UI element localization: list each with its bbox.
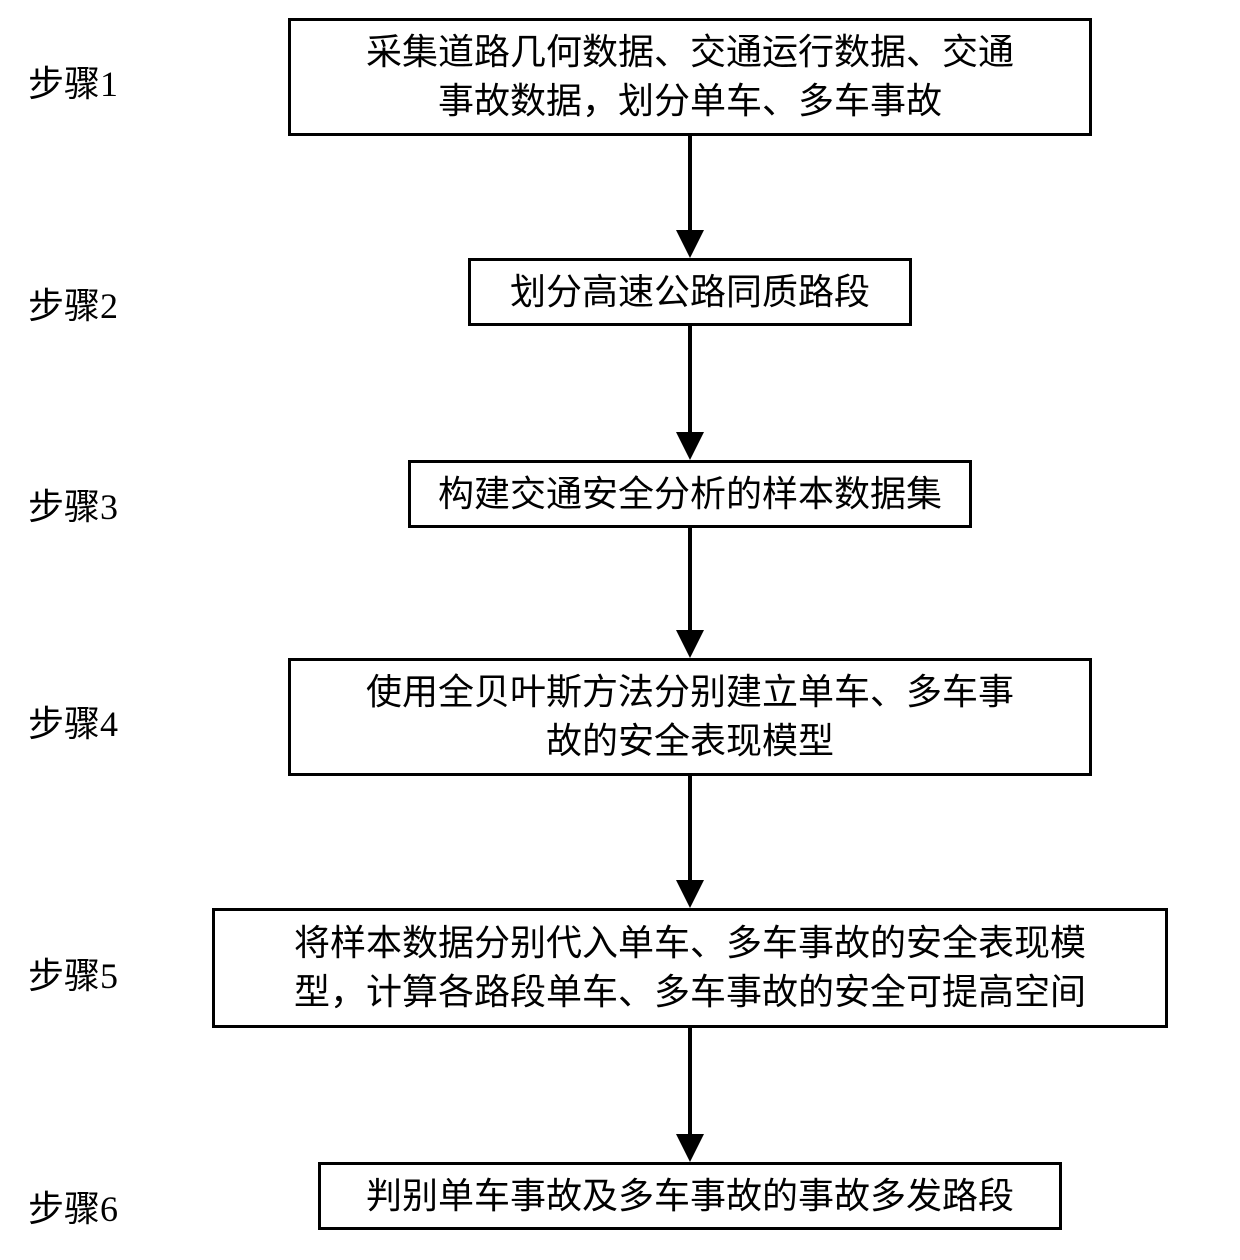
step-label-3: 步骤3 [28, 478, 118, 530]
flow-node-6: 判别单车事故及多车事故的事故多发路段 [318, 1162, 1062, 1230]
step-label-6: 步骤6 [28, 1180, 118, 1232]
step-label-1: 步骤1 [28, 55, 118, 107]
flow-node-3: 构建交通安全分析的样本数据集 [408, 460, 972, 528]
step-label-5: 步骤5 [28, 947, 118, 999]
flowchart-container: 步骤1 步骤2 步骤3 步骤4 步骤5 步骤6 采集道路几何数据、交通运行数据、… [0, 0, 1240, 1260]
flow-node-5: 将样本数据分别代入单车、多车事故的安全表现模型，计算各路段单车、多车事故的安全可… [212, 908, 1168, 1028]
flow-node-1: 采集道路几何数据、交通运行数据、交通事故数据，划分单车、多车事故 [288, 18, 1092, 136]
flow-node-2: 划分高速公路同质路段 [468, 258, 912, 326]
flow-node-4: 使用全贝叶斯方法分别建立单车、多车事故的安全表现模型 [288, 658, 1092, 776]
step-label-2: 步骤2 [28, 277, 118, 329]
step-label-4: 步骤4 [28, 695, 118, 747]
